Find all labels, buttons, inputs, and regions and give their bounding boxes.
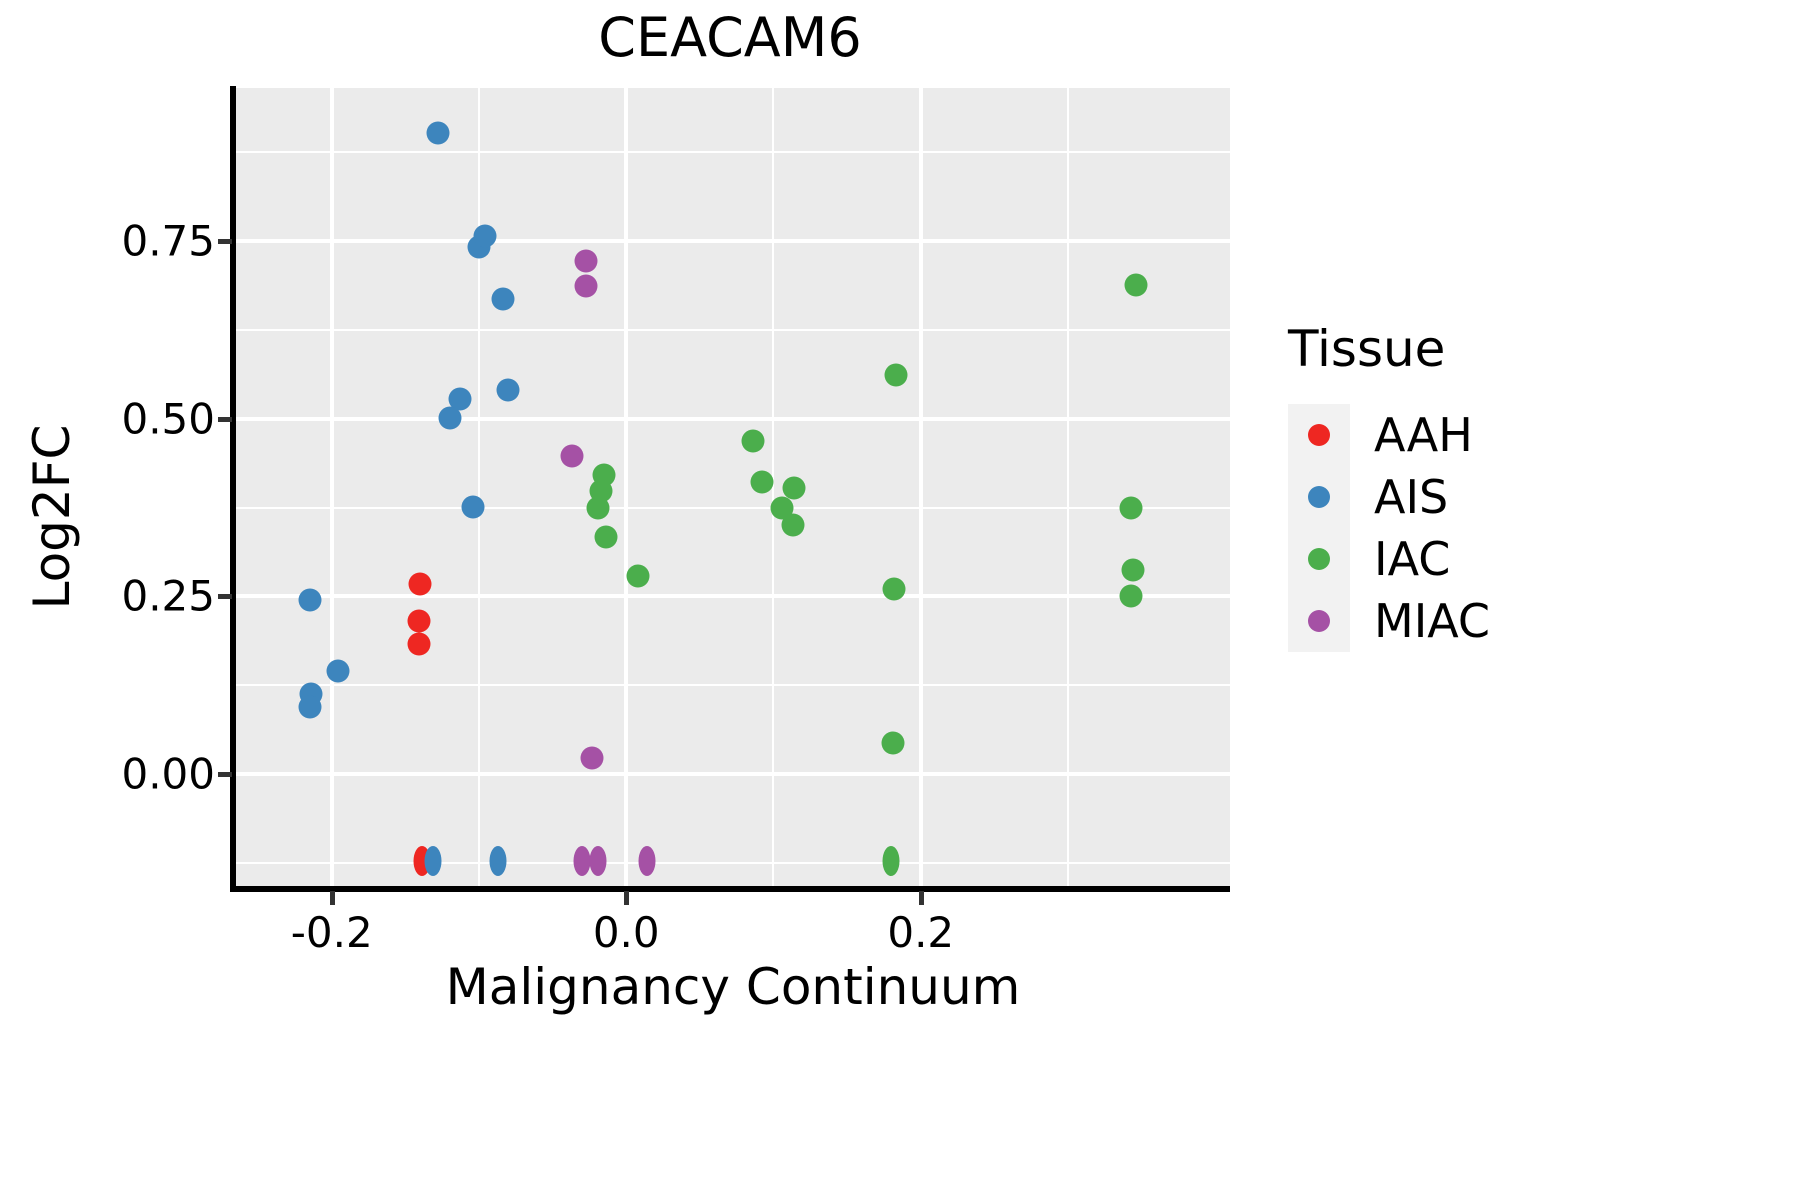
gridline-horizontal-minor <box>236 151 1230 153</box>
legend-key-swatch <box>1288 528 1350 590</box>
data-point-iac <box>626 564 650 588</box>
x-tick-label: -0.2 <box>290 908 373 957</box>
data-point-ais <box>448 387 472 411</box>
legend-item-miac[interactable]: MIAC <box>1288 590 1708 652</box>
x-axis-line <box>230 886 1230 892</box>
y-tick-label: 0.75 <box>121 216 215 266</box>
data-point-aah <box>407 632 431 656</box>
x-tick-mark <box>624 891 630 905</box>
gridline-horizontal-major <box>236 416 1230 421</box>
legend-key-swatch <box>1288 590 1350 652</box>
data-point-iac <box>881 731 905 755</box>
y-tick-label: 0.25 <box>121 571 215 621</box>
gridline-vertical-major <box>329 88 334 888</box>
gridline-horizontal-minor <box>236 506 1230 509</box>
gridline-horizontal-minor <box>236 862 1230 865</box>
legend-item-label: AIS <box>1374 470 1449 524</box>
x-tick-label: 0.2 <box>887 908 955 957</box>
y-tick-mark <box>218 416 232 422</box>
legend-key-swatch <box>1288 404 1350 466</box>
data-point-ais <box>298 588 322 612</box>
data-point-miac <box>580 746 604 770</box>
legend-item-label: MIAC <box>1374 594 1491 648</box>
data-point-iac <box>741 429 765 453</box>
gridline-vertical-minor <box>1067 88 1069 888</box>
data-point-ais <box>461 495 485 519</box>
gridline-horizontal-major <box>236 238 1230 243</box>
y-tick-mark <box>218 238 232 244</box>
data-point-ais <box>426 121 450 145</box>
plot-panel <box>236 88 1230 888</box>
data-point-miac <box>574 249 598 273</box>
legend: Tissue AAH AIS IAC MIAC <box>1288 320 1708 652</box>
legend-dot-icon <box>1308 610 1330 632</box>
legend-dot-icon <box>1308 548 1330 570</box>
gridline-vertical-minor <box>477 88 480 888</box>
data-point-iac <box>586 496 610 520</box>
data-point-ais <box>438 406 462 430</box>
page-title: CEACAM6 <box>598 6 862 69</box>
y-axis-line <box>230 86 236 892</box>
data-point-aah <box>408 572 432 596</box>
data-point-miac <box>573 845 591 876</box>
data-point-ais <box>489 845 507 876</box>
x-tick-label: 0.0 <box>592 908 660 957</box>
data-point-miac <box>589 845 607 876</box>
gridline-horizontal-major <box>236 772 1230 777</box>
gridline-vertical-major <box>918 88 923 888</box>
data-point-aah <box>407 609 431 633</box>
y-axis-title: Log2FC <box>23 424 81 610</box>
data-point-iac <box>1124 273 1148 297</box>
gridline-horizontal-minor <box>236 684 1230 687</box>
legend-dot-icon <box>1308 424 1330 446</box>
legend-item-ais[interactable]: AIS <box>1288 466 1708 528</box>
x-axis-title: Malignancy Continuum <box>445 958 1021 1016</box>
data-point-iac <box>882 845 900 876</box>
x-tick-mark <box>918 891 924 905</box>
gridline-vertical-major <box>624 88 629 888</box>
data-point-ais <box>491 287 515 311</box>
legend-items: AAH AIS IAC MIAC <box>1288 404 1708 652</box>
y-tick-mark <box>218 594 232 600</box>
data-point-iac <box>1119 496 1143 520</box>
data-point-iac <box>782 476 806 500</box>
legend-item-label: IAC <box>1374 532 1451 586</box>
y-tick-mark <box>218 772 232 778</box>
data-point-iac <box>594 525 618 549</box>
data-point-miac <box>638 845 656 876</box>
data-point-ais <box>496 378 520 401</box>
data-point-ais <box>424 845 442 876</box>
data-point-miac <box>560 444 584 468</box>
data-point-ais <box>298 695 322 719</box>
legend-item-label: AAH <box>1374 408 1473 462</box>
data-point-iac <box>882 577 906 601</box>
gridline-vertical-minor <box>772 88 775 888</box>
legend-item-iac[interactable]: IAC <box>1288 528 1708 590</box>
x-tick-mark <box>329 891 335 905</box>
legend-key-swatch <box>1288 466 1350 528</box>
gridline-horizontal-minor <box>236 328 1230 331</box>
data-point-miac <box>574 274 598 298</box>
data-point-iac <box>884 363 908 387</box>
data-point-iac <box>1119 584 1143 608</box>
data-point-iac <box>1121 558 1145 582</box>
y-tick-label: 0.00 <box>121 749 215 799</box>
plot-panel-wrapper <box>236 88 1230 888</box>
data-point-ais <box>473 224 497 248</box>
legend-title: Tissue <box>1288 320 1446 378</box>
y-tick-label: 0.50 <box>121 394 215 444</box>
data-point-ais <box>326 659 350 683</box>
data-point-iac <box>750 470 774 494</box>
data-point-iac <box>781 513 805 537</box>
gridline-horizontal-major <box>236 594 1230 599</box>
legend-dot-icon <box>1308 486 1330 508</box>
legend-item-aah[interactable]: AAH <box>1288 404 1708 466</box>
